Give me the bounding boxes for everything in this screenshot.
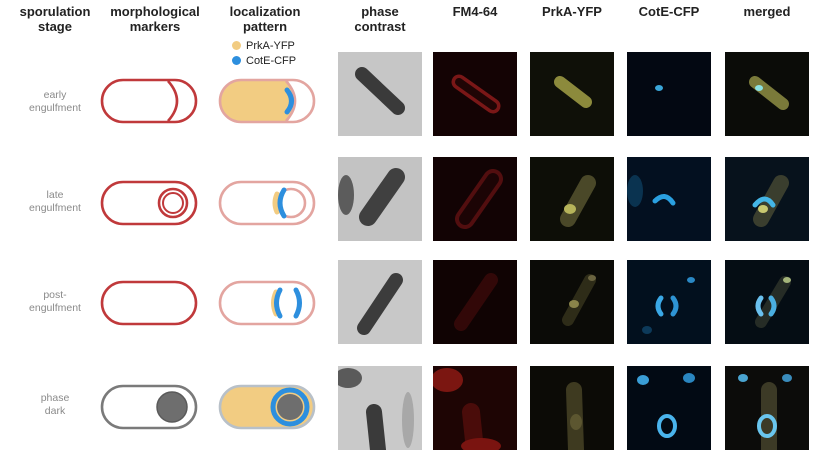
header-phase-contrast: phase contrast — [354, 4, 406, 34]
merged-image-phase-dark — [725, 366, 809, 450]
fm4-64-image-phase-dark — [433, 366, 517, 450]
prka-yfp-image-phase-dark — [530, 366, 614, 450]
morphology-diagram-late — [100, 180, 198, 226]
prka-yfp-image-post — [530, 260, 614, 344]
fm4-64-image-late — [433, 157, 517, 241]
cote-swatch-icon — [232, 56, 241, 65]
row-label-phase-dark: phase dark — [40, 392, 70, 417]
merged-image-late — [725, 157, 809, 241]
cote-cfp-image-phase-dark — [627, 366, 711, 450]
cote-cfp-image-late — [627, 157, 711, 241]
localization-diagram-early — [218, 78, 316, 124]
cote-cfp-image-post — [627, 260, 711, 344]
phase-contrast-image-post — [338, 260, 422, 344]
phase-contrast-image-phase-dark — [338, 366, 422, 450]
merged-image-early — [725, 52, 809, 136]
morphology-diagram-post — [100, 280, 198, 326]
row-label-late-engulfment: late engulfment — [29, 189, 81, 214]
header-localization-pattern: localization pattern — [229, 4, 301, 34]
fm4-64-image-post — [433, 260, 517, 344]
merged-image-post — [725, 260, 809, 344]
prka-swatch-icon — [232, 41, 241, 50]
legend-prka-item: PrkA-YFP — [232, 40, 296, 53]
prka-yfp-image-late — [530, 157, 614, 241]
legend-prka-label: PrkA-YFP — [246, 40, 295, 52]
row-label-post-engulfment: post- engulfment — [29, 289, 81, 314]
header-sporulation-stage: sporulation stage — [19, 4, 91, 34]
legend: PrkA-YFP CotE-CFP — [232, 40, 296, 68]
row-label-early-engulfment: early engulfment — [29, 89, 81, 114]
header-cote-cfp: CotE-CFP — [638, 4, 700, 19]
phase-contrast-image-early — [338, 52, 422, 136]
localization-diagram-post — [218, 280, 316, 326]
morphology-diagram-early — [100, 78, 198, 124]
localization-diagram-late — [218, 180, 316, 226]
legend-cote-item: CotE-CFP — [232, 55, 296, 68]
morphology-diagram-phase-dark — [100, 384, 198, 430]
header-morphological-markers: morphological markers — [110, 4, 200, 34]
fm4-64-image-early — [433, 52, 517, 136]
localization-diagram-phase-dark — [218, 384, 316, 430]
cote-cfp-image-early — [627, 52, 711, 136]
phase-contrast-image-late — [338, 157, 422, 241]
header-fm4-64: FM4-64 — [452, 4, 498, 19]
legend-cote-label: CotE-CFP — [246, 55, 297, 67]
header-merged: merged — [743, 4, 791, 19]
header-prka-yfp: PrkA-YFP — [542, 4, 602, 19]
prka-yfp-image-early — [530, 52, 614, 136]
